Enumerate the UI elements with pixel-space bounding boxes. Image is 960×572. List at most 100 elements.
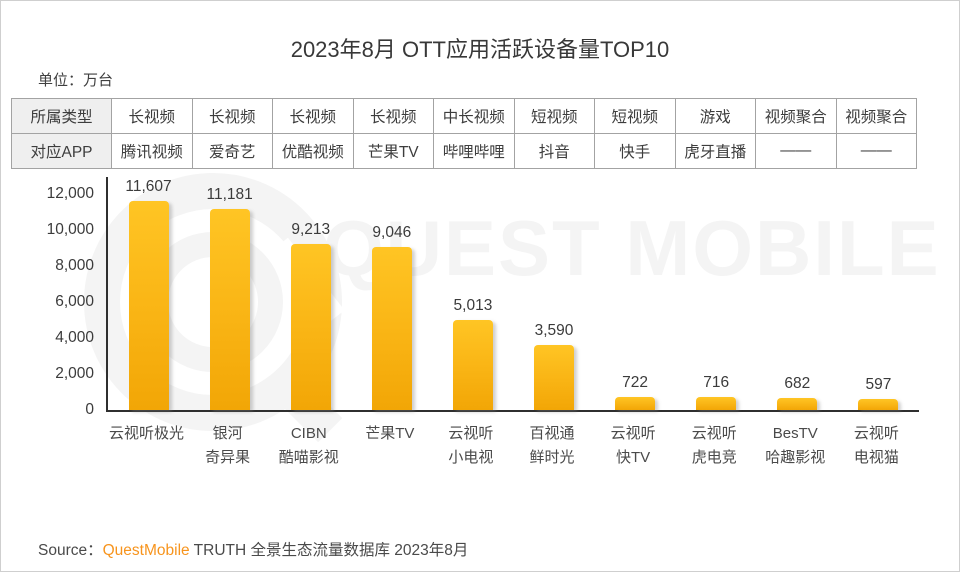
x-tick-label-line: 银河	[212, 425, 243, 442]
table-cell: 长视频	[191, 98, 273, 134]
bar-value-label: 11,607	[125, 178, 172, 196]
app-category-table: 所属类型 长视频 长视频 长视频 长视频 中长视频 短视频 短视频 游戏 视频聚合 视频聚合 对应AP…	[11, 98, 917, 169]
x-tick-label: BesTV 哈趣影视	[755, 422, 836, 470]
y-tick-label: 0	[85, 401, 94, 418]
x-tick-label-line: 云视听极光	[109, 425, 185, 442]
table-cell: ——	[755, 133, 837, 169]
bar-value-label: 9,213	[291, 221, 331, 239]
chart-title: 2023年8月 OTT应用活跃设备量TOP10	[290, 37, 670, 62]
bar	[534, 345, 575, 410]
x-tick-label: 芒果TV	[349, 422, 430, 470]
bar	[290, 244, 331, 410]
table-cell: 哔哩哔哩	[433, 133, 515, 169]
table-cell: 长视频	[272, 98, 354, 134]
bar-slot: 682	[757, 177, 838, 410]
bar-value-label: 5,013	[453, 296, 493, 314]
bar-slot: 3,590	[513, 177, 594, 410]
x-tick-label-line: 哈趣影视	[765, 449, 826, 466]
bar	[371, 247, 412, 410]
x-tick-label: 云视听 电视猫	[836, 422, 917, 470]
bar-value-label: 11,181	[206, 185, 253, 203]
bar-slot: 716	[676, 177, 757, 410]
x-tick-label-line: 快TV	[616, 449, 651, 466]
x-tick-label: 云视听 虎电竞	[674, 422, 755, 470]
bar-slot: 722	[595, 177, 676, 410]
table-cell: 游戏	[674, 98, 756, 134]
x-tick-label: CIBN 酷喵影视	[268, 422, 349, 470]
x-tick-label-line: 奇异果	[205, 449, 251, 466]
source-prefix: Source：	[38, 542, 103, 559]
bar-slot: 11,181	[189, 177, 270, 410]
source-line: Source：QuestMobile TRUTH 全景生态流量数据库 2023年…	[38, 538, 468, 560]
y-tick-label: 8,000	[55, 257, 94, 274]
bar	[858, 399, 899, 410]
bar	[696, 397, 737, 410]
table-cell: 视频聚合	[835, 98, 917, 134]
x-tick-label-line: 电视猫	[853, 449, 899, 466]
x-tick-label-line: 虎电竞	[691, 449, 737, 466]
x-tick-label-line: 芒果TV	[365, 425, 415, 442]
bar-chart-plot-area: 11,607 11,181 9,213 9,046 5,013 3,590 722 716 68…	[106, 177, 919, 412]
bar-slot: 9,213	[270, 177, 351, 410]
bar	[777, 397, 818, 410]
x-tick-label-line: 酷喵影视	[278, 449, 339, 466]
source-brand: QuestMobile	[102, 542, 190, 559]
x-tick-label: 云视听 小电视	[430, 422, 511, 470]
x-tick-label-line: 鲜时光	[529, 449, 575, 466]
x-tick-label: 云视听快TV	[593, 422, 674, 470]
bar	[615, 397, 656, 410]
bar-value-label: 9,046	[372, 224, 412, 242]
bar-slot: 9,046	[351, 177, 432, 410]
y-tick-label: 4,000	[55, 329, 94, 346]
x-tick-label-line: 云视听	[853, 425, 899, 442]
table-row: 所属类型 长视频 长视频 长视频 长视频 中长视频 短视频 短视频 游戏 视频聚合 视频聚合	[11, 98, 917, 134]
bar-value-label: 597	[865, 376, 892, 394]
x-tick-label-line: BesTV	[772, 425, 818, 442]
table-cell: 爱奇艺	[191, 133, 273, 169]
x-tick-label-line: CIBN	[290, 425, 327, 442]
y-tick-label: 6,000	[55, 293, 94, 310]
bar	[128, 201, 169, 410]
bar-value-label: 682	[784, 374, 811, 392]
bar	[452, 319, 493, 410]
bar-value-label: 722	[622, 374, 649, 392]
x-tick-label-line: 小电视	[448, 449, 494, 466]
x-tick-label: 云视听极光	[106, 422, 187, 470]
table-cell: 腾讯视频	[111, 133, 193, 169]
y-tick-label: 2,000	[55, 365, 94, 382]
x-tick-label: 银河 奇异果	[187, 422, 268, 470]
bar-slot: 11,607	[108, 177, 189, 410]
table-cell: 中长视频	[433, 98, 515, 134]
table-cell: 芒果TV	[352, 133, 434, 169]
x-tick-label: 百视通 鲜时光	[511, 422, 592, 470]
table-cell: 长视频	[111, 98, 193, 134]
bar-slot: 597	[838, 177, 919, 410]
table-row-header: 对应APP	[11, 133, 112, 169]
x-axis-category-labels: 云视听极光 银河 奇异果 CIBN 酷喵影视 芒果TV 云视听 小电视 百视通 鲜时光 云视听 快TV…	[106, 422, 917, 470]
table-cell: 快手	[594, 133, 676, 169]
y-axis-tick-labels: 0 2,000 4,000 6,000 8,000 10,000 12,000	[1, 177, 94, 418]
table-cell: ——	[835, 133, 917, 169]
y-tick-label: 12,000	[46, 185, 94, 202]
table-cell: 抖音	[513, 133, 595, 169]
x-tick-label-line: 云视听	[610, 425, 656, 442]
table-row-header: 所属类型	[11, 98, 112, 134]
x-tick-label-line: 百视通	[529, 425, 575, 442]
bar-value-label: 716	[703, 374, 730, 392]
bar-slot: 5,013	[432, 177, 513, 410]
table-cell: 短视频	[594, 98, 676, 134]
table-cell: 视频聚合	[755, 98, 837, 134]
table-cell: 优酷视频	[272, 133, 354, 169]
source-suffix: TRUTH 全景生态流量数据库 2023年8月	[189, 542, 469, 559]
table-row: 对应APP 腾讯视频 爱奇艺 优酷视频 芒果TV 哔哩哔哩 抖音 快手 虎牙直播 —— ——	[11, 133, 917, 169]
table-cell: 虎牙直播	[674, 133, 756, 169]
table-cell: 长视频	[352, 98, 434, 134]
x-tick-label-line: 云视听	[448, 425, 494, 442]
table-cell: 短视频	[513, 98, 595, 134]
bar	[209, 208, 250, 410]
unit-label: 单位：万台	[38, 72, 114, 89]
y-tick-label: 10,000	[46, 221, 94, 238]
x-tick-label-line: 云视听	[691, 425, 737, 442]
bar-value-label: 3,590	[534, 322, 574, 340]
